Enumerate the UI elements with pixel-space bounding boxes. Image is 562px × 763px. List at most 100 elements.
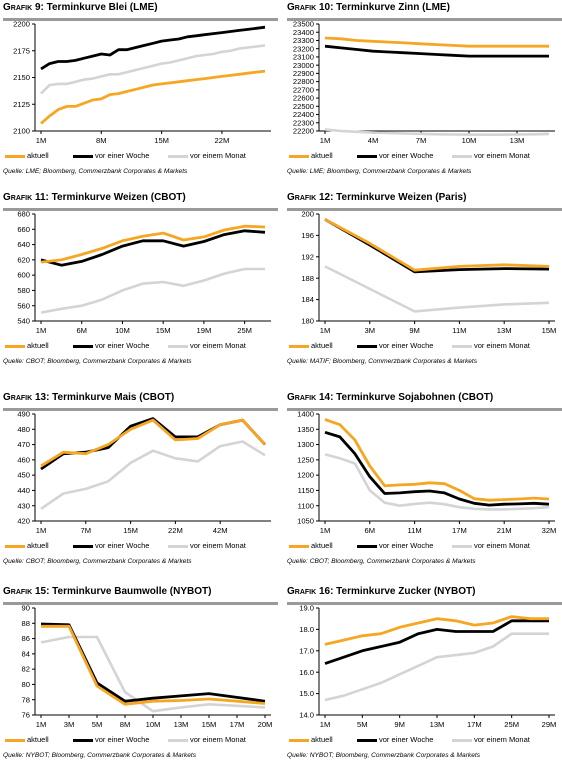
legend-item-vor-einem-monat: vor einem Monat (168, 151, 246, 160)
chart-title: Grafik 13: Terminkurve Mais (CBOT) (3, 392, 278, 411)
x-tick-label: 17M (230, 720, 245, 729)
legend-item-vor-einem-monat: vor einem Monat (452, 541, 530, 550)
y-tick-label: 188 (301, 274, 314, 283)
y-tick-label: 76 (22, 711, 30, 720)
y-tick-label: 82 (22, 665, 30, 674)
y-tick-label: 2200 (13, 20, 30, 29)
legend-item-aktuell: aktuell (5, 341, 49, 350)
legend: aktuell vor einer Woche vor einem Monat (3, 151, 278, 163)
y-tick-label: 22500 (293, 102, 314, 111)
y-tick-label: 23000 (293, 61, 314, 70)
series-line-aktuell (324, 418, 550, 502)
x-tick-label: 13M (497, 326, 512, 335)
x-tick-label: 8M (96, 136, 107, 145)
line-chart: 14.0 15.0 16.0 17.0 18.0 19.0 1M 5M 9M 13M 17M 25M 2… (299, 604, 557, 729)
x-tick-label: 19M (197, 326, 212, 335)
legend: aktuell vor einer Woche vor einem Monat (287, 151, 562, 163)
y-tick-label: 22700 (293, 85, 314, 94)
x-tick-label: 13M (430, 720, 445, 729)
y-tick-label: 680 (17, 210, 30, 219)
x-tick-label: 1M (36, 720, 47, 729)
y-tick-label: 180 (301, 317, 314, 326)
y-tick-label: 80 (22, 680, 30, 689)
y-tick-label: 23200 (293, 44, 314, 53)
y-tick-label: 22300 (293, 118, 314, 127)
x-tick-label: 9M (409, 326, 420, 335)
x-tick-label: 3M (365, 326, 376, 335)
x-tick-label: 6M (76, 326, 87, 335)
x-tick-label: 1M (320, 136, 331, 145)
chart-title: Grafik 14: Terminkurve Sojabohnen (CBOT) (287, 392, 562, 411)
y-tick-label: 19.0 (299, 604, 314, 613)
series-line-vor-einem-monat (324, 632, 549, 702)
legend: aktuell vor einer Woche vor einem Monat (3, 541, 278, 553)
series-line-aktuell (40, 418, 267, 468)
y-tick-label: 22900 (293, 69, 314, 78)
y-tick-label: 660 (17, 225, 30, 234)
x-tick-label: 15M (123, 526, 138, 535)
y-tick-label: 90 (22, 604, 30, 613)
legend-item-aktuell: aktuell (5, 541, 49, 550)
y-tick-label: 18.0 (299, 625, 314, 634)
x-tick-label: 22M (215, 136, 230, 145)
source-note: Quelle: CBOT; Bloomberg, Commerzbank Cor… (3, 358, 192, 365)
line-chart: 2100 2125 2150 2175 2200 1M 8M 15M 22M (13, 20, 271, 145)
legend-item-vor-einem-monat: vor einem Monat (452, 735, 530, 744)
y-tick-label: 23400 (293, 28, 314, 37)
y-tick-label: 78 (22, 695, 30, 704)
legend-item-vor-einer-woche: vor einer Woche (357, 151, 433, 160)
y-tick-label: 192 (301, 252, 314, 261)
x-tick-label: 13M (510, 136, 525, 145)
x-tick-label: 32M (542, 526, 557, 535)
legend-item-aktuell: aktuell (5, 735, 49, 744)
legend-item-vor-einem-monat: vor einem Monat (168, 735, 246, 744)
series-line-aktuell (41, 624, 266, 706)
x-tick-label: 9M (394, 720, 405, 729)
y-tick-label: 23500 (293, 20, 314, 29)
y-tick-label: 560 (17, 301, 30, 310)
x-tick-label: 17M (452, 526, 467, 535)
x-tick-label: 15M (542, 326, 557, 335)
y-tick-label: 15.0 (299, 689, 314, 698)
legend-item-aktuell: aktuell (289, 541, 333, 550)
source-note: Quelle: CBOT; Bloomberg, Commerzbank Cor… (287, 558, 476, 565)
y-tick-label: 440 (17, 486, 30, 495)
x-tick-label: 1M (320, 526, 331, 535)
y-tick-label: 86 (22, 634, 30, 643)
series-line-vor-einem-monat (324, 453, 550, 511)
y-tick-label: 580 (17, 286, 30, 295)
x-tick-label: 7M (416, 136, 427, 145)
y-tick-label: 2100 (13, 127, 30, 136)
source-note: Quelle: NYBOT; Bloomberg, Commerzbank Co… (3, 752, 196, 759)
y-tick-label: 430 (17, 501, 30, 510)
x-tick-label: 25M (504, 720, 519, 729)
y-tick-label: 1100 (298, 501, 314, 510)
series-line-vor-einer-woche (324, 44, 549, 58)
x-tick-label: 1M (36, 526, 47, 535)
x-tick-label: 29M (542, 720, 557, 729)
chart-title: Grafik 12: Terminkurve Weizen (Paris) (287, 192, 562, 211)
x-tick-label: 5M (357, 720, 368, 729)
y-tick-label: 490 (17, 410, 30, 419)
y-tick-label: 23100 (293, 53, 314, 62)
x-tick-label: 42M (213, 526, 228, 535)
y-tick-label: 600 (17, 271, 30, 280)
x-tick-label: 15M (154, 136, 169, 145)
series-line-vor-einem-monat (40, 635, 266, 713)
y-tick-label: 22200 (293, 127, 314, 136)
chart-title: Grafik 15: Terminkurve Baumwolle (NYBOT) (3, 586, 278, 605)
x-tick-label: 7M (81, 526, 92, 535)
source-note: Quelle: MATIF; Bloomberg, Commerzbank Co… (287, 358, 478, 365)
y-tick-label: 640 (17, 240, 30, 249)
y-tick-label: 1150 (298, 486, 314, 495)
y-tick-label: 14.0 (299, 711, 314, 720)
x-tick-label: 10M (115, 326, 130, 335)
line-chart: 540 560 580 600 620 640 660 680 1M 6M 10M 15M 19M 25M (17, 210, 271, 335)
source-note: Quelle: LME; Bloomberg, Commerzbank Corp… (287, 168, 472, 175)
y-tick-label: 480 (17, 425, 30, 434)
y-tick-label: 196 (301, 231, 314, 240)
legend: aktuell vor einer Woche vor einem Monat (287, 735, 562, 747)
x-tick-label: 1M (36, 326, 47, 335)
x-tick-label: 15M (202, 720, 217, 729)
x-tick-label: 8M (120, 720, 131, 729)
